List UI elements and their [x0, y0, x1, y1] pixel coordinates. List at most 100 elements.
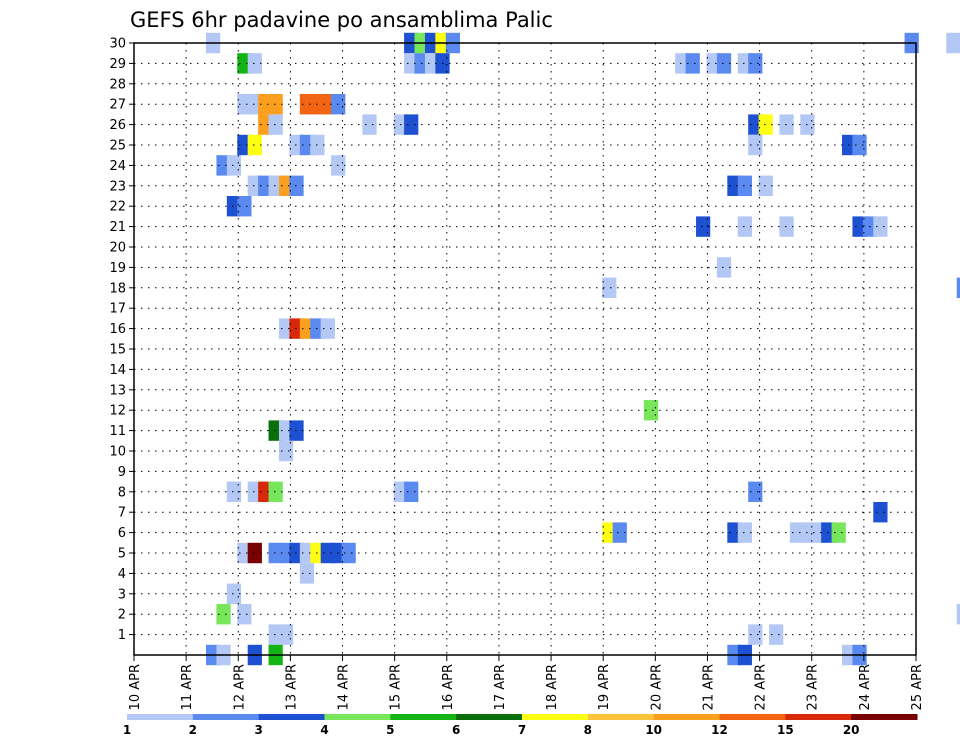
- y-tick-label: 18: [109, 281, 126, 296]
- x-tick-label: 17 APR: [493, 664, 508, 710]
- legend-label: 10: [645, 723, 662, 737]
- legend-label: 7: [518, 723, 526, 737]
- legend-color-swatch: [192, 714, 260, 720]
- heatmap-cell: [362, 114, 377, 135]
- heatmap-cell: [685, 53, 700, 74]
- y-tick-label: 26: [109, 118, 126, 133]
- heatmap-cell: [737, 216, 752, 237]
- heatmap-cell: [247, 53, 262, 74]
- legend-label: 6: [452, 723, 460, 737]
- heatmap-cell: [278, 440, 294, 462]
- legend-label: 2: [189, 723, 197, 737]
- heatmap-cell: [831, 522, 846, 543]
- legend-color-swatch: [851, 714, 918, 720]
- heatmap-cell: [643, 400, 659, 421]
- heatmap-cell: [602, 277, 617, 298]
- y-tick-label: 9: [118, 465, 126, 480]
- x-tick-label: 15 APR: [389, 664, 404, 710]
- legend-label: 4: [320, 723, 328, 737]
- y-tick-label: 5: [118, 547, 126, 562]
- x-tick-label: 23 APR: [806, 664, 821, 710]
- x-axis: 10 APR 11 APR 12 APR 13 APR 14 APR 15 APR 16 A…: [128, 655, 925, 710]
- x-tick-label: 14 APR: [337, 664, 352, 710]
- heatmap-cells: [205, 32, 960, 666]
- legend-label: 20: [843, 723, 860, 737]
- y-tick-label: 24: [109, 159, 126, 174]
- heatmap-cell: [226, 583, 242, 604]
- legend-label: 15: [777, 723, 794, 737]
- heatmap-cell: [748, 624, 763, 645]
- y-tick-label: 16: [109, 322, 126, 337]
- heatmap-cell: [696, 216, 711, 237]
- chart-title: GEFS 6hr padavine po ansamblima Palic: [130, 8, 553, 32]
- heatmap-cell: [716, 257, 732, 278]
- y-tick-label: 21: [109, 220, 126, 235]
- heatmap-cell: [289, 420, 304, 441]
- color-legend: 1 2 3 4 5 6 7 8 10 12 15 20: [123, 714, 918, 737]
- heatmap-cell: [299, 563, 315, 584]
- y-tick-label: 30: [109, 37, 126, 52]
- legend-color-swatch: [719, 714, 786, 720]
- heatmap-cell: [268, 481, 283, 502]
- x-tick-label: 25 APR: [910, 664, 925, 710]
- x-tick-label: 16 APR: [441, 664, 456, 710]
- heatmap-cell: [779, 114, 794, 135]
- heatmap-cell: [956, 277, 960, 298]
- y-tick-label: 12: [109, 404, 126, 419]
- y-tick-label: 8: [118, 485, 126, 500]
- legend-label: 1: [123, 723, 131, 737]
- heatmap-cell: [737, 175, 752, 196]
- x-tick-label: 20 APR: [649, 664, 664, 710]
- heatmap-cell: [268, 114, 283, 135]
- y-tick-label: 6: [118, 526, 126, 541]
- legend-label: 3: [254, 723, 262, 737]
- heatmap-cell: [237, 196, 252, 217]
- heatmap-cell: [748, 134, 763, 156]
- y-tick-label: 20: [109, 241, 126, 256]
- y-tick-label: 28: [109, 77, 126, 92]
- y-tick-label: 22: [109, 200, 126, 215]
- y-tick-label: 4: [118, 567, 126, 582]
- y-tick-label: 3: [118, 587, 126, 602]
- x-tick-label: 18 APR: [545, 664, 560, 710]
- y-tick-label: 27: [109, 98, 126, 113]
- y-tick-label: 10: [109, 445, 126, 460]
- legend-color-swatch: [653, 714, 720, 720]
- heatmap-cell: [758, 175, 773, 196]
- legend-label: 5: [386, 723, 394, 737]
- legend-color-swatch: [522, 714, 589, 720]
- x-tick-label: 19 APR: [597, 664, 612, 710]
- x-tick-label: 24 APR: [858, 664, 873, 710]
- heatmap-cell: [237, 604, 252, 625]
- y-tick-label: 23: [109, 179, 126, 194]
- heatmap-cell: [748, 481, 763, 502]
- heatmap-cell: [758, 114, 773, 135]
- y-tick-label: 1: [118, 628, 126, 643]
- legend-color-swatch: [456, 714, 523, 720]
- heatmap-cell: [946, 32, 960, 54]
- heatmap-cell: [404, 481, 419, 502]
- heatmap-cell: [278, 624, 294, 645]
- heatmap-cell: [247, 542, 262, 564]
- heatmap-cell: [404, 114, 419, 135]
- y-axis: 1234567891011121314151617181920212223242…: [109, 37, 134, 643]
- heatmap-cell: [873, 216, 888, 237]
- grid-lines: [134, 42, 916, 655]
- heatmap-cell: [341, 542, 356, 564]
- x-tick-label: 21 APR: [701, 664, 716, 710]
- y-tick-label: 19: [109, 261, 126, 276]
- legend-label: 12: [711, 723, 728, 737]
- heatmap-cell: [737, 522, 752, 543]
- heatmap-cell: [852, 134, 867, 156]
- heatmap-cell: [226, 481, 242, 502]
- heatmap-cell: [247, 134, 262, 156]
- legend-color-swatch: [785, 714, 852, 720]
- heatmap-cell: [268, 94, 283, 115]
- heatmap-cell: [289, 175, 304, 196]
- y-tick-label: 7: [118, 506, 126, 521]
- heatmap-cell: [226, 155, 242, 176]
- x-tick-label: 11 APR: [180, 664, 195, 710]
- y-tick-label: 14: [109, 363, 126, 378]
- x-tick-label: 13 APR: [284, 664, 299, 710]
